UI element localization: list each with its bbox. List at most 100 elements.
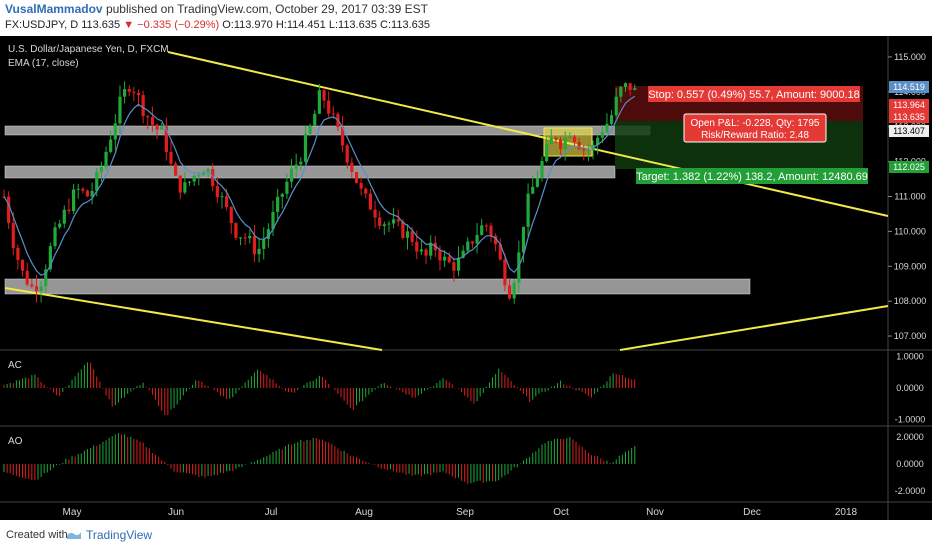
- candle-body: [558, 139, 563, 150]
- price-tick-label: 107.000: [894, 331, 927, 341]
- candle-body: [572, 136, 577, 143]
- candle-body: [276, 196, 280, 212]
- ac-tick-label: 1.0000: [896, 351, 924, 361]
- support-zone-upper[interactable]: [4, 165, 616, 179]
- chart-area[interactable]: 115.000114.000113.000112.000111.000110.0…: [0, 36, 932, 520]
- pl-label-box[interactable]: [683, 113, 827, 143]
- ac-tick-label: -1.0000: [895, 415, 926, 425]
- candle-body: [401, 221, 405, 238]
- high-value: H:114.451: [275, 19, 326, 31]
- chart-canvas[interactable]: 115.000114.000113.000112.000111.000110.0…: [0, 36, 932, 520]
- candle-body: [146, 116, 150, 118]
- support-zone-lower[interactable]: [4, 278, 751, 295]
- candle-body: [99, 166, 103, 172]
- candle-body: [447, 256, 451, 263]
- candle-body: [340, 127, 345, 146]
- trendline-upper[interactable]: [167, 51, 889, 217]
- low-value: L:113.635: [328, 19, 377, 31]
- candle-body: [308, 125, 312, 134]
- candle-body: [299, 161, 303, 165]
- time-tick-label: May: [63, 507, 82, 518]
- price-tick-label: 108.000: [894, 296, 927, 306]
- tradingview-link[interactable]: TradingView: [86, 528, 153, 542]
- candle-body: [609, 115, 614, 124]
- candle-body: [480, 225, 484, 235]
- candle-body: [327, 100, 331, 114]
- candle-body: [187, 181, 192, 183]
- candle-body: [215, 186, 219, 198]
- marker-113407: 113.407: [893, 126, 925, 136]
- stop-label-box[interactable]: [648, 86, 860, 102]
- candle-body: [257, 248, 261, 255]
- candle-body: [489, 225, 493, 236]
- candle-body: [623, 83, 628, 88]
- candle-body: [415, 241, 419, 252]
- candle-body: [85, 190, 90, 197]
- ema-line[interactable]: [3, 95, 636, 276]
- price-pane[interactable]: [0, 36, 888, 350]
- ao-tick-label: 2.0000: [896, 432, 924, 442]
- candle-body: [577, 142, 581, 149]
- candle-body: [494, 235, 498, 245]
- candle-body: [354, 171, 359, 183]
- candle-body: [252, 235, 257, 255]
- candle-body: [266, 229, 270, 240]
- close-value: C:113.635: [380, 19, 430, 31]
- candle-body: [178, 175, 182, 193]
- open-pl-label: Open P&L: -0.228, Qty: 1795: [691, 118, 820, 129]
- candle-body: [461, 250, 465, 258]
- marker-113635: 113.635: [893, 112, 925, 122]
- candle-body: [141, 95, 145, 117]
- candle-body: [271, 211, 275, 230]
- candle-body: [155, 124, 159, 130]
- ao-histogram: [3, 433, 636, 484]
- candle-body: [387, 223, 391, 225]
- candle-body: [540, 161, 544, 179]
- candle-body: [345, 145, 349, 163]
- candle-body: [619, 87, 623, 97]
- candle-body: [39, 286, 43, 291]
- author-link[interactable]: VusalMammadov: [5, 2, 103, 16]
- candle-body: [11, 222, 15, 248]
- ao-tick-label: 0.0000: [896, 459, 924, 469]
- price-tick-label: 111.000: [894, 191, 925, 201]
- candle-body: [248, 235, 252, 239]
- candle-body: [549, 137, 553, 145]
- open-value: O:113.970: [222, 19, 273, 31]
- candle-body: [313, 113, 317, 126]
- candle-body: [628, 83, 632, 90]
- candle-body: [470, 241, 475, 244]
- candle-body: [211, 169, 215, 187]
- candle-body: [206, 169, 210, 173]
- candle-body: [285, 181, 289, 194]
- candle-body: [95, 171, 99, 191]
- marker-bg-112025: [889, 161, 929, 173]
- down-arrow-icon: ▼: [123, 19, 135, 31]
- candle-body: [238, 237, 243, 239]
- candle-body: [58, 223, 62, 228]
- candle-body: [113, 123, 117, 140]
- published-text: published on TradingView.com, October 29…: [105, 2, 428, 16]
- candle-body: [71, 189, 76, 212]
- price-axis-ticks: 115.000114.000113.000112.000111.000110.0…: [888, 52, 926, 341]
- candle-body: [582, 148, 586, 151]
- time-tick-label: Oct: [553, 507, 569, 518]
- candle-body: [391, 219, 396, 224]
- candle-body: [554, 137, 558, 140]
- candle-body: [225, 196, 229, 208]
- candle-body: [243, 237, 247, 239]
- marker-bg-114519: [889, 81, 929, 93]
- candle-body: [364, 188, 368, 194]
- candle-body: [429, 242, 433, 256]
- candle-body: [183, 182, 187, 193]
- trendline-rising[interactable]: [619, 305, 889, 351]
- candle-body: [378, 217, 382, 226]
- time-tick-label: Aug: [355, 507, 373, 518]
- candle-body: [452, 262, 456, 271]
- trendline-lower[interactable]: [4, 287, 383, 351]
- candle-body: [109, 139, 113, 152]
- candle-body: [67, 209, 71, 212]
- candle-body: [7, 196, 11, 223]
- target-label-box[interactable]: [636, 168, 868, 184]
